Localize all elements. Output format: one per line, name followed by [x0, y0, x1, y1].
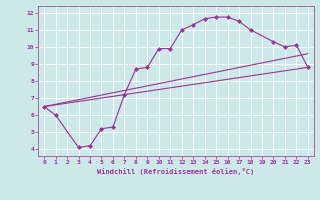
X-axis label: Windchill (Refroidissement éolien,°C): Windchill (Refroidissement éolien,°C): [97, 168, 255, 175]
